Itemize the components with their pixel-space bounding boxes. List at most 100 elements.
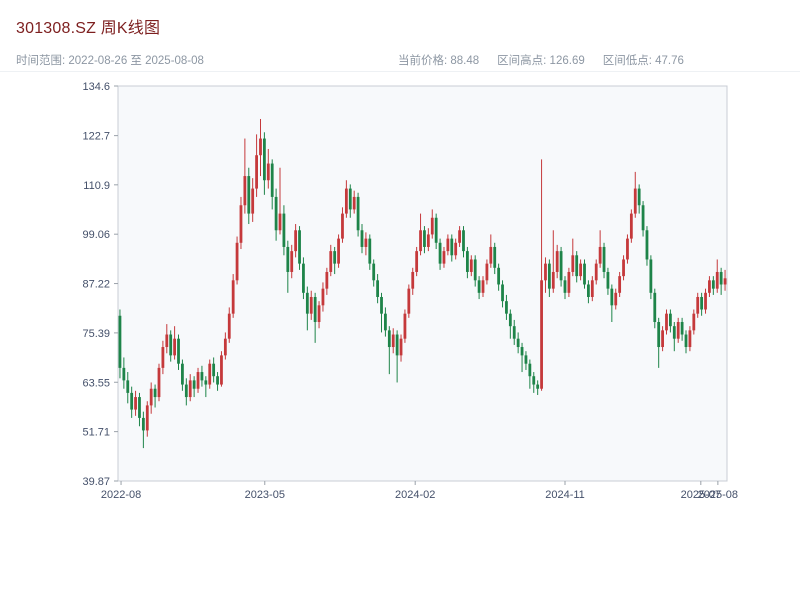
candle-body <box>200 372 204 381</box>
candle-body <box>657 322 661 348</box>
candle-body <box>208 363 212 385</box>
candle-body <box>364 238 368 247</box>
candle-body <box>216 376 219 385</box>
candle-body <box>512 326 516 339</box>
candle-body <box>653 292 657 323</box>
candle-body <box>489 246 493 264</box>
candle-body <box>590 280 594 297</box>
candle-body <box>544 263 547 281</box>
stat-current-price: 当前价格: 88.48 <box>398 55 480 67</box>
candle-body <box>446 238 450 252</box>
candle-body <box>333 251 337 264</box>
candle-body <box>668 313 672 327</box>
y-axis: 134.6 122.7 110.9 99.06 87.22 75.39 63.55 51.71… <box>82 81 118 488</box>
candle-body <box>134 397 137 410</box>
x-tick-label: 2024-11 <box>545 489 585 501</box>
candle-body <box>665 313 668 331</box>
candle-body <box>485 263 489 281</box>
candle-body <box>477 280 481 293</box>
candle-body <box>423 230 426 247</box>
candle-body <box>372 263 376 281</box>
y-tick-label: 99.06 <box>82 229 110 241</box>
candle-body <box>688 330 692 348</box>
x-tick-label: 2025-07 <box>681 489 721 501</box>
candle-body <box>598 246 602 264</box>
candle-body <box>497 267 501 285</box>
candle-body <box>384 313 387 331</box>
candle-body <box>641 205 645 231</box>
x-tick-label: 2025-08 <box>698 489 738 501</box>
candle-body <box>684 334 688 348</box>
y-tick-label: 39.87 <box>82 476 110 488</box>
candle-body <box>661 330 664 348</box>
candle-body <box>559 251 563 281</box>
date-range-label: 时间范围: 2022-08-26 至 2025-08-08 <box>16 55 204 67</box>
candle-body <box>465 251 469 272</box>
candle-body <box>266 163 270 181</box>
y-tick-label: 87.22 <box>82 279 110 291</box>
candle-body <box>227 313 231 339</box>
candle-body <box>473 259 477 281</box>
candle-body <box>676 322 680 339</box>
stats-row: 当前价格: 88.48 区间高点: 126.69 区间低点: 47.76 <box>398 52 684 68</box>
candle-body <box>376 280 380 297</box>
page-title: 301308.SZ 周K线图 <box>16 20 161 37</box>
candle-body <box>270 163 274 197</box>
candle-body <box>302 263 305 293</box>
candle-body <box>145 405 149 431</box>
candle-body <box>508 313 512 327</box>
candle-body <box>235 242 239 281</box>
candle-body <box>122 367 126 381</box>
candle-body <box>704 292 707 310</box>
candle-body <box>532 376 536 385</box>
candle-body <box>637 188 641 206</box>
candle-body <box>524 355 528 364</box>
candle-body <box>594 263 598 281</box>
candle-body <box>407 288 411 314</box>
candle-body <box>587 284 590 297</box>
candle-body <box>723 278 727 285</box>
candle-body <box>645 230 649 260</box>
candle-body <box>196 372 200 389</box>
candle-body <box>387 330 391 348</box>
candle-body <box>380 296 383 314</box>
candle-body <box>438 242 442 264</box>
candle-body <box>528 363 532 377</box>
candle-body <box>212 363 216 377</box>
candle-body <box>391 334 395 348</box>
y-tick-label: 122.7 <box>82 131 110 143</box>
candle-body <box>181 363 184 385</box>
candle-body <box>481 280 485 293</box>
candle-body <box>626 238 629 260</box>
candle-body <box>629 213 633 239</box>
candle-body <box>696 296 700 314</box>
candle-body <box>618 276 622 293</box>
y-tick-label: 51.71 <box>82 427 110 439</box>
candle-body <box>177 338 180 364</box>
candle-body <box>344 188 348 214</box>
candles-layer <box>118 118 727 449</box>
y-tick-label: 63.55 <box>82 377 110 389</box>
candle-body <box>415 251 419 272</box>
y-tick-label: 75.39 <box>82 328 110 340</box>
candle-body <box>501 284 504 302</box>
plot-area <box>117 85 728 482</box>
candle-body <box>708 280 711 293</box>
candle-body <box>426 234 430 247</box>
candle-body <box>352 196 356 210</box>
header-divider <box>0 71 800 72</box>
candle-body <box>220 355 223 385</box>
candle-body <box>583 263 586 285</box>
candle-body <box>434 217 438 243</box>
candle-body <box>278 213 282 231</box>
candle-body <box>700 296 704 310</box>
candle-body <box>118 315 122 368</box>
candle-body <box>692 313 696 331</box>
candle-body <box>204 380 208 385</box>
candle-body <box>169 334 173 356</box>
candle-body <box>360 230 364 247</box>
candle-body <box>458 230 461 243</box>
